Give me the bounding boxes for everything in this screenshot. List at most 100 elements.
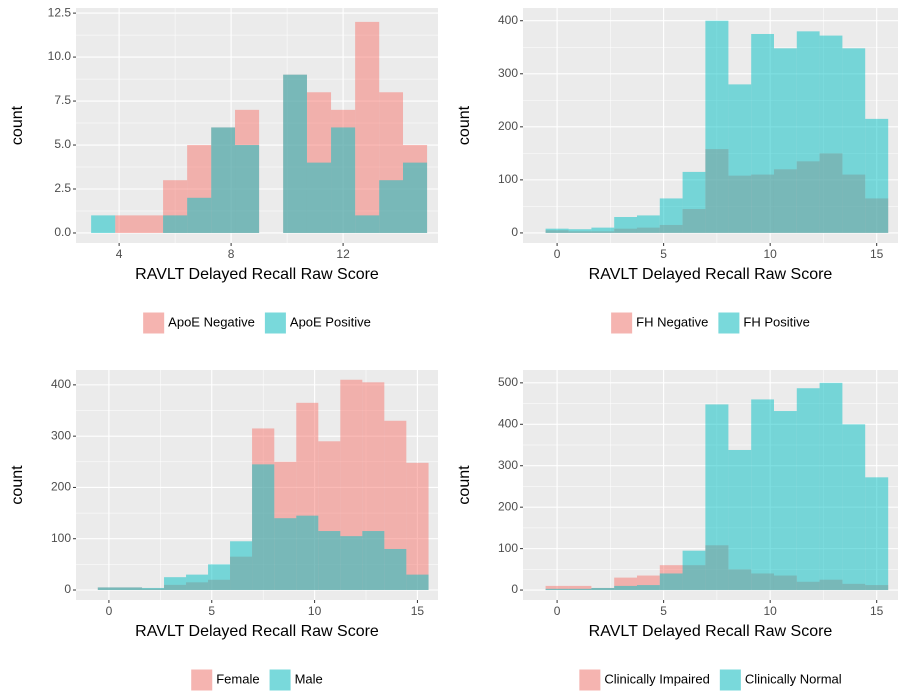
histogram-bar (773, 411, 797, 591)
x-tick-label: 0 (106, 604, 113, 618)
histogram-bar (796, 388, 820, 591)
histogram-bar (545, 228, 569, 233)
x-axis-label: RAVLT Delayed Recall Raw Score (589, 266, 833, 283)
histogram-bar (406, 462, 429, 590)
histogram-bar (274, 518, 297, 590)
x-tick-label: 5 (660, 247, 667, 261)
y-tick-label: 300 (498, 458, 518, 472)
histogram-bar (614, 585, 637, 591)
y-axis-label: count (9, 465, 26, 505)
x-axis-label: RAVLT Delayed Recall Raw Score (135, 266, 379, 283)
histogram-bar (384, 420, 407, 590)
histogram-bar (331, 127, 356, 233)
histogram-bar (186, 574, 209, 590)
y-tick-label: 5.0 (54, 137, 71, 151)
histogram-bar (568, 588, 592, 591)
y-tick-label: 7.5 (54, 93, 71, 107)
histogram-bar (235, 145, 260, 233)
histogram-bar (636, 585, 660, 591)
y-tick-label: 100 (51, 531, 71, 545)
y-tick-label: 0 (64, 582, 71, 596)
legend-key (269, 669, 291, 691)
x-axis-label: RAVLT Delayed Recall Raw Score (589, 623, 833, 640)
histogram-bar (728, 84, 752, 233)
legend-key (611, 312, 633, 334)
histogram-bar (545, 588, 569, 591)
legend-label: Clinically Normal (745, 671, 842, 686)
histogram-bar (362, 531, 385, 590)
histogram-bar (819, 382, 843, 591)
histogram-bar (614, 217, 637, 233)
histogram-bar (230, 541, 253, 590)
histogram-bar (751, 399, 774, 591)
histogram-bar (120, 587, 143, 590)
legend: ApoE Negative ApoE Positive (143, 312, 371, 334)
histogram-bar (340, 536, 363, 590)
x-tick-label: 15 (411, 604, 425, 618)
histogram-bar (865, 477, 889, 591)
panel: 0.0 2.5 5.0 7.5 10.0 12.5 4 8 12 RAVLT Delayed Re… (9, 5, 438, 334)
histogram-bar (705, 404, 729, 591)
x-tick-label: 4 (116, 247, 123, 261)
x-axis-label: RAVLT Delayed Recall Raw Score (135, 623, 379, 640)
x-tick-label: 15 (870, 247, 884, 261)
histogram-bar (865, 118, 889, 233)
histogram-bar (138, 215, 164, 233)
y-tick-label: 0 (511, 582, 518, 596)
legend-key (719, 669, 741, 691)
histogram-bar (636, 215, 660, 233)
legend: Clinically Impaired Clinically Normal (579, 669, 842, 691)
panel: 0 100 200 300 400 0 5 10 15 RAVLT Delayed Recall … (456, 8, 898, 334)
y-tick-label: 400 (498, 416, 518, 430)
histogram-bar (591, 587, 615, 591)
legend: FH Negative FH Positive (611, 312, 810, 334)
legend-key (264, 312, 286, 334)
histogram-bar (403, 162, 428, 233)
histogram-bar (842, 424, 866, 591)
legend-key (191, 669, 213, 691)
histogram-bar (211, 127, 236, 233)
legend-label: ApoE Negative (168, 314, 255, 329)
y-axis-label: count (456, 465, 473, 505)
histogram-bar (728, 449, 752, 591)
legend-label: Clinically Impaired (604, 671, 709, 686)
x-tick-label: 10 (308, 604, 322, 618)
y-tick-label: 0.0 (54, 225, 71, 239)
legend-label: FH Positive (743, 314, 809, 329)
y-tick-label: 500 (498, 375, 518, 389)
legend-key (579, 669, 601, 691)
histogram-bar (379, 180, 404, 233)
histogram-bar (568, 585, 592, 591)
y-axis-label: count (456, 105, 473, 145)
histogram-bar (568, 229, 592, 233)
histogram-bar (296, 515, 319, 590)
legend-label: Female (216, 671, 259, 686)
legend-key (143, 312, 165, 334)
y-tick-label: 10.0 (48, 49, 72, 63)
histogram-bar (97, 587, 121, 590)
histogram-bar (659, 573, 683, 591)
y-tick-label: 400 (498, 13, 518, 27)
histogram-bar (773, 48, 797, 233)
x-tick-label: 8 (228, 247, 235, 261)
x-tick-label: 0 (554, 604, 561, 618)
x-tick-label: 5 (660, 604, 667, 618)
histogram-bar (384, 548, 407, 590)
histogram-bar (91, 215, 116, 233)
histogram-bar (751, 33, 774, 233)
legend-label: Male (295, 671, 323, 686)
y-tick-label: 400 (51, 377, 71, 391)
histogram-bar (682, 171, 706, 233)
panel: 0 100 200 300 400 0 5 10 15 RAVLT Delayed Recall … (9, 370, 438, 691)
y-axis-label: count (9, 105, 26, 145)
x-tick-label: 10 (763, 604, 777, 618)
histogram-bar (306, 162, 332, 233)
histogram-bar (115, 215, 139, 233)
histogram-bar (406, 574, 429, 590)
y-tick-label: 2.5 (54, 181, 71, 195)
histogram-bar (705, 20, 729, 233)
legend-label: ApoE Positive (290, 314, 371, 329)
histogram-bar (142, 587, 165, 590)
histogram-bar (355, 215, 380, 233)
